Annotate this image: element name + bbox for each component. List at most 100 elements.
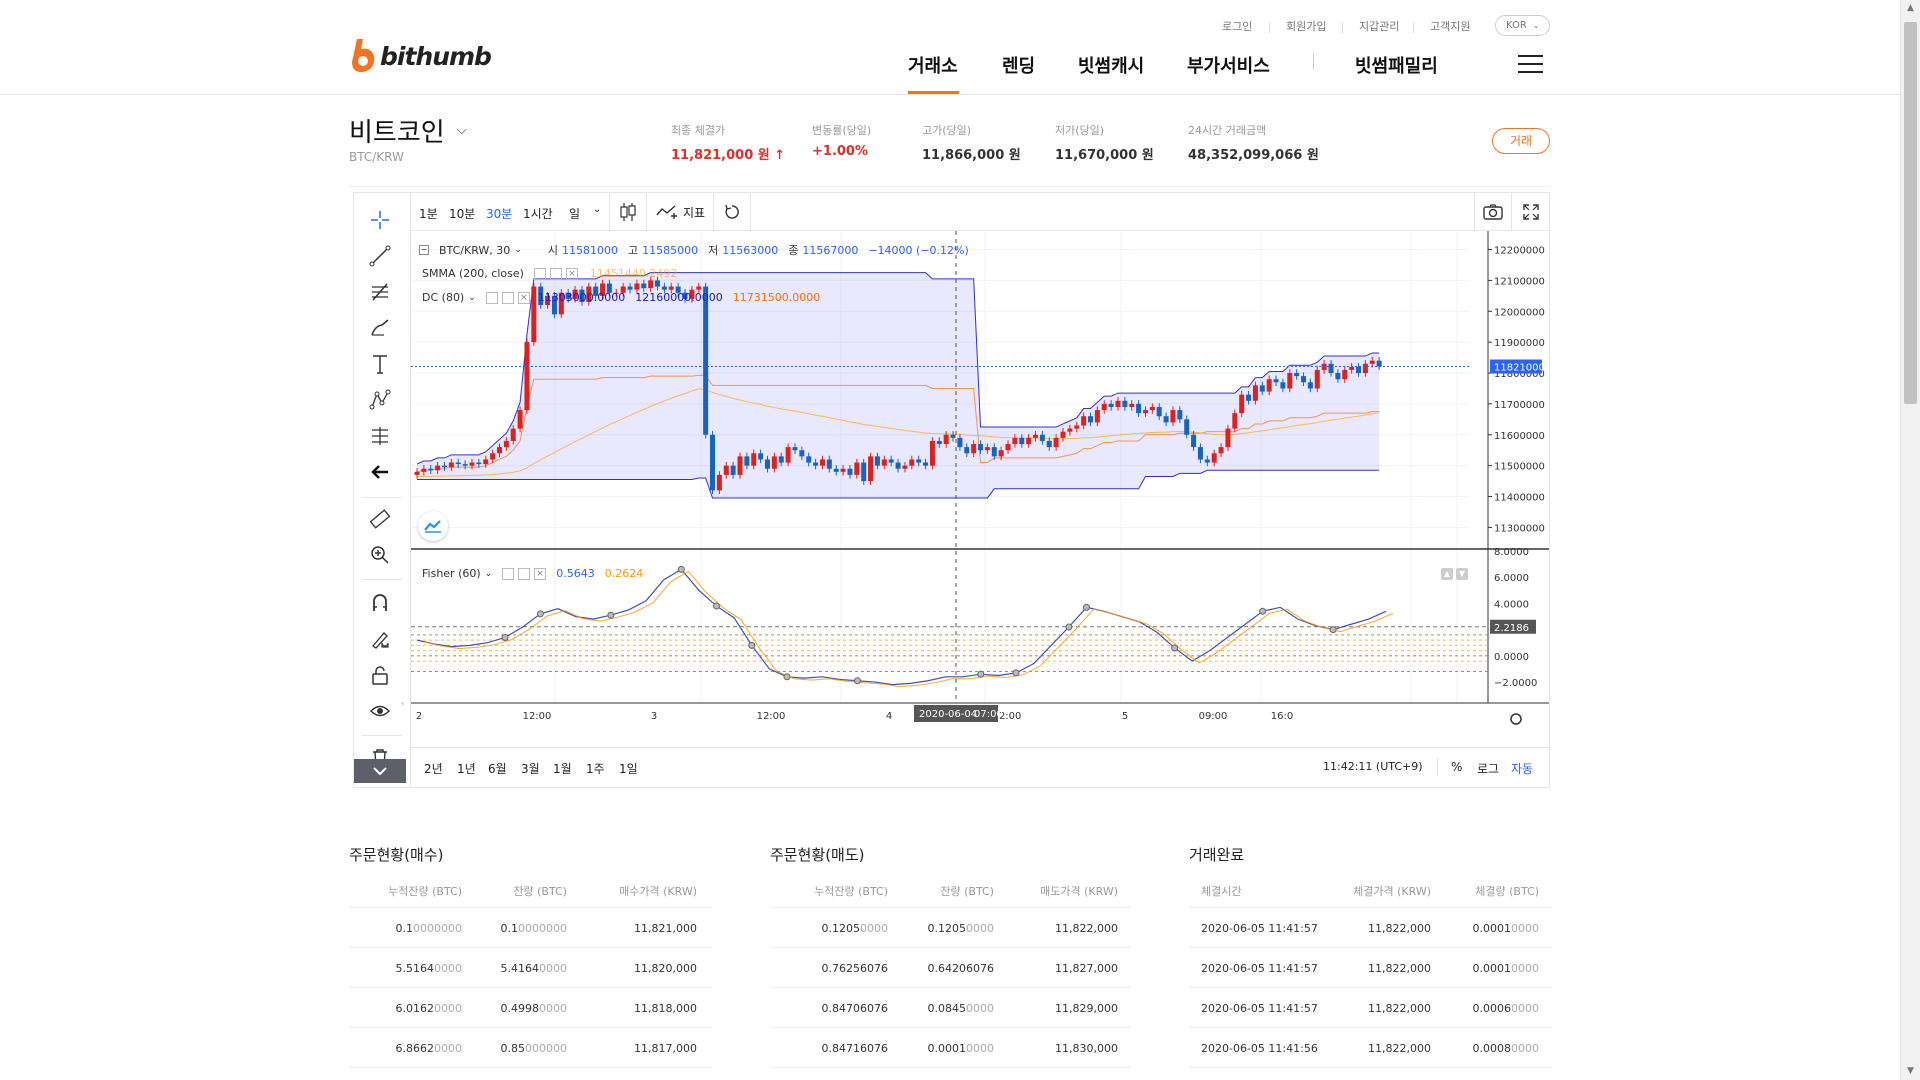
eye-icon[interactable] <box>485 291 498 304</box>
support-link[interactable]: 고객지원 <box>1430 20 1471 33</box>
table-row[interactable]: 0.76256076 0.64206076 11,827,000 <box>770 948 1131 988</box>
scroll-up-icon[interactable]: ▲ <box>1907 3 1914 13</box>
stay-in-drawing-icon[interactable] <box>368 627 392 651</box>
pane-up-icon[interactable]: ▲ <box>1441 568 1453 580</box>
range-6m[interactable]: 6월 <box>488 762 507 776</box>
logo[interactable]: bithumb <box>349 36 492 76</box>
nav-lending[interactable]: 렌딩 <box>1002 56 1036 77</box>
table-row[interactable]: 2020-06-05 11:41:57 11,822,000 0.00060000 <box>1189 988 1551 1028</box>
timeframe-day[interactable]: 일 <box>569 207 581 221</box>
nav-bithumb-cash[interactable]: 빗썸캐시 <box>1078 56 1145 77</box>
sell-orders-panel: 주문현황(매도) 누적잔량 (BTC) 잔량 (BTC) 매도가격 (KRW) … <box>770 838 1131 1080</box>
range-1d[interactable]: 1일 <box>619 762 638 776</box>
timeframe-dropdown-icon[interactable]: ⌄ <box>593 204 602 215</box>
table-row[interactable]: 6.86620000 0.85000000 11,817,000 <box>349 1028 711 1068</box>
table-row[interactable]: 0.84716076 0.00010000 11,830,000 <box>770 1028 1131 1068</box>
nav-extra-services[interactable]: 부가서비스 <box>1187 56 1270 77</box>
crosshair-icon[interactable] <box>368 208 392 232</box>
close-icon[interactable]: × <box>534 567 547 580</box>
trade-qty: 0.00010000 <box>1473 922 1540 935</box>
table-row[interactable]: 2020-06-05 11:41:57 11,822,000 0.00010000 <box>1189 948 1551 988</box>
nav-bithumb-family[interactable]: 빗썸패밀리 <box>1355 56 1438 77</box>
fib-tool-icon[interactable] <box>368 280 392 304</box>
smma-label[interactable]: SMMA (200, close) <box>422 267 524 280</box>
candle-body <box>723 465 729 475</box>
coin-selector[interactable]: 비트코인 ⌵ <box>349 112 467 149</box>
trade-button[interactable]: 거래 <box>1492 128 1550 154</box>
clock[interactable]: 11:42:11 (UTC+9) <box>1323 760 1423 773</box>
arrow-left-icon[interactable] <box>368 460 392 484</box>
eye-icon[interactable] <box>533 267 546 280</box>
toolbar-collapse-button[interactable] <box>354 759 406 783</box>
table-row[interactable]: 0.10000000 0.10000000 11,821,000 <box>349 908 711 948</box>
screenshot-button[interactable] <box>1475 193 1511 231</box>
settings-icon[interactable] <box>501 291 514 304</box>
fisher-label[interactable]: Fisher (60) <box>422 567 481 580</box>
eye-icon[interactable] <box>502 567 515 580</box>
hamburger-menu-icon[interactable] <box>1518 55 1543 73</box>
candle-body <box>421 468 427 472</box>
symbol-label[interactable]: BTC/KRW, 30 <box>439 243 511 257</box>
stat-label: 24시간 거래금액 <box>1188 124 1267 137</box>
scrollbar-thumb[interactable] <box>1904 22 1917 404</box>
signup-link[interactable]: 회원가입 <box>1286 20 1327 33</box>
percent-toggle[interactable]: % <box>1451 760 1463 774</box>
timeframe-10m[interactable]: 10분 <box>449 207 476 221</box>
nav-exchange[interactable]: 거래소 <box>908 56 958 77</box>
prediction-tool-icon[interactable] <box>368 424 392 448</box>
range-1y[interactable]: 1년 <box>457 762 476 776</box>
stat-label: 변동률(당일) <box>812 124 872 137</box>
table-row[interactable]: 2020-06-05 11:41:56 11,822,000 0.00080000 <box>1189 1028 1551 1068</box>
pane-down-icon[interactable]: ▼ <box>1456 568 1468 580</box>
login-link[interactable]: 로그인 <box>1222 20 1253 33</box>
timeframe-1h[interactable]: 1시간 <box>523 207 553 221</box>
wallet-link[interactable]: 지갑관리 <box>1359 20 1400 33</box>
timeframe-30m[interactable]: 30분 <box>486 207 513 221</box>
chevron-down-icon[interactable]: ⌄ <box>514 245 522 255</box>
stat-label: 최종 체결가 <box>671 124 726 137</box>
eye-icon[interactable] <box>368 699 392 723</box>
fullscreen-button[interactable] <box>1512 193 1549 231</box>
range-1m[interactable]: 1월 <box>553 762 572 776</box>
page-scrollbar[interactable]: ▲ ▼ <box>1900 0 1920 1080</box>
zoom-in-icon[interactable] <box>368 543 392 567</box>
range-2y[interactable]: 2년 <box>424 762 443 776</box>
settings-icon[interactable] <box>549 267 562 280</box>
close-icon[interactable]: × <box>517 291 530 304</box>
magnet-icon[interactable] <box>368 591 392 615</box>
chevron-down-icon[interactable]: ⌄ <box>468 292 476 303</box>
chart-type-button[interactable] <box>610 193 646 231</box>
log-toggle[interactable]: 로그 <box>1477 762 1500 776</box>
table-row[interactable]: 0.12050000 0.12050000 11,822,000 <box>770 908 1131 948</box>
timeframe-1m[interactable]: 1분 <box>419 207 438 221</box>
fisher-marker-label: 2.2186 <box>1494 623 1529 634</box>
tradingview-logo-icon[interactable] <box>418 511 448 541</box>
collapse-legend-icon[interactable]: − <box>419 245 429 255</box>
settings-icon[interactable] <box>1510 713 1522 725</box>
table-row[interactable]: 6.01620000 0.49980000 11,818,000 <box>349 988 711 1028</box>
indicators-button[interactable]: 지표 <box>647 193 713 231</box>
lock-icon[interactable] <box>368 663 392 687</box>
crosshair-time-label: 07:00 <box>974 709 1003 720</box>
reset-chart-button[interactable] <box>714 193 750 231</box>
pattern-tool-icon[interactable] <box>368 388 392 412</box>
settings-icon[interactable] <box>518 567 531 580</box>
text-tool-icon[interactable] <box>368 352 392 376</box>
trend-line-icon[interactable] <box>368 244 392 268</box>
table-row[interactable]: 2020-06-05 11:41:57 11,822,000 0.00010000 <box>1189 908 1551 948</box>
dc-label[interactable]: DC (80) <box>422 291 465 304</box>
range-3m[interactable]: 3월 <box>521 762 540 776</box>
side-collapse-handle[interactable]: ‹ <box>401 699 405 709</box>
range-1w[interactable]: 1주 <box>586 762 605 776</box>
auto-toggle[interactable]: 자동 <box>1511 762 1534 776</box>
price-chart[interactable]: 12200000 12100000 12000000 11900000 11800000… <box>411 231 1549 739</box>
brush-icon[interactable] <box>368 316 392 340</box>
language-select[interactable]: KOR ⌄ <box>1495 15 1550 36</box>
close-icon[interactable]: × <box>565 267 578 280</box>
ruler-icon[interactable] <box>368 507 392 531</box>
scroll-down-icon[interactable]: ▼ <box>1907 1066 1914 1076</box>
candle-body <box>1266 379 1272 392</box>
table-row[interactable]: 0.84706076 0.08450000 11,829,000 <box>770 988 1131 1028</box>
chevron-down-icon[interactable]: ⌄ <box>484 568 493 579</box>
table-row[interactable]: 5.51640000 5.41640000 11,820,000 <box>349 948 711 988</box>
